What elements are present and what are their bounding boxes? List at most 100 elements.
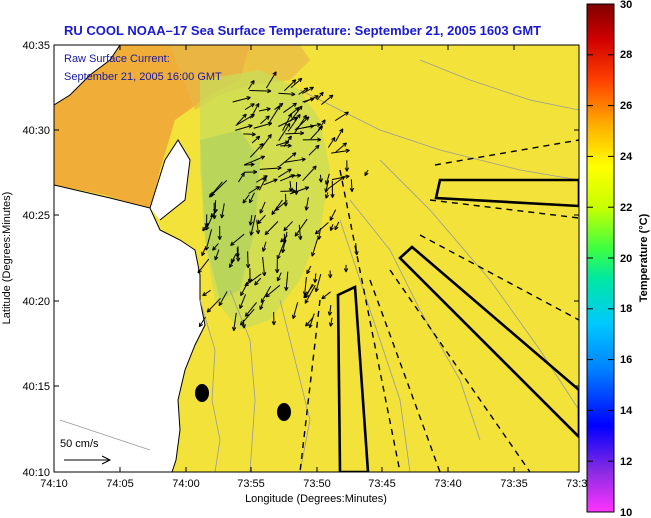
x-axis-label: Longitude (Degrees:Minutes) <box>245 493 387 505</box>
current-arrow <box>248 215 253 226</box>
current-arrow <box>302 86 314 94</box>
current-arrow <box>298 87 309 95</box>
current-arrow <box>206 297 221 313</box>
colorbar-tick-label: 18 <box>620 303 632 315</box>
shipping-lanes <box>299 139 579 472</box>
current-arrow <box>316 91 324 101</box>
current-arrow <box>265 71 277 89</box>
current-arrow <box>331 174 350 181</box>
current-arrow <box>335 128 344 142</box>
current-arrow <box>202 289 211 297</box>
current-arrow <box>329 224 334 231</box>
current-arrow <box>298 224 303 240</box>
y-tick-label: 40:35 <box>22 40 50 52</box>
current-arrow <box>334 221 340 231</box>
current-arrow <box>244 302 257 317</box>
x-tick-labels: 74:10 74:05 74:00 73:55 73:50 73:45 73:4… <box>40 478 587 490</box>
legend-line-2: September 21, 2005 16:00 GMT <box>64 71 222 83</box>
colorbar: 30 28 26 24 22 20 18 16 14 12 10 Tempera… <box>586 0 650 518</box>
current-arrow <box>280 143 292 148</box>
x-tick-label: 73:45 <box>368 478 396 490</box>
colorbar-tick-label: 16 <box>620 354 632 366</box>
current-arrow <box>288 181 293 192</box>
current-arrow <box>242 194 250 204</box>
nj-coast-land <box>54 185 205 472</box>
current-arrow <box>317 119 326 131</box>
current-arrow <box>325 173 330 185</box>
current-arrow <box>248 192 255 204</box>
x-tick-label: 73:35 <box>500 478 528 490</box>
current-arrow <box>254 277 262 286</box>
current-arrow <box>318 174 324 183</box>
current-arrow <box>259 201 266 214</box>
current-arrow <box>232 96 251 103</box>
buoy-marker-1 <box>195 384 209 402</box>
colorbar-tick-label: 10 <box>620 507 632 518</box>
current-arrow <box>262 256 267 277</box>
current-arrow <box>238 172 245 183</box>
x-tick-label: 73:3 <box>566 478 587 490</box>
current-arrow <box>285 131 305 136</box>
colorbar-tick-label: 30 <box>620 0 632 11</box>
current-arrow <box>271 312 277 326</box>
current-arrow <box>204 229 213 251</box>
current-arrow <box>205 215 213 231</box>
current-arrow <box>235 246 241 262</box>
current-arrow <box>308 144 320 156</box>
current-arrow <box>218 291 228 307</box>
current-arrow <box>306 265 312 275</box>
x-tick-label: 74:05 <box>106 478 134 490</box>
buoy-marker-2 <box>277 403 291 421</box>
current-arrow <box>311 237 319 257</box>
current-arrow <box>280 235 288 243</box>
current-arrow <box>278 92 296 97</box>
scale-label: 50 cm/s <box>60 438 99 450</box>
current-arrow <box>197 258 210 274</box>
current-arrow <box>228 258 235 268</box>
current-arrow <box>278 122 291 141</box>
current-arrow <box>264 221 279 236</box>
current-arrow <box>235 113 255 127</box>
current-arrow <box>278 168 292 178</box>
surface-current-vectors <box>197 71 369 332</box>
current-arrow <box>274 102 284 110</box>
current-arrow <box>302 97 315 103</box>
current-arrow <box>331 148 350 154</box>
current-arrow <box>327 305 333 316</box>
y-tick-label: 40:30 <box>22 125 50 137</box>
current-arrow <box>294 218 308 237</box>
current-arrow <box>244 103 255 111</box>
current-arrow <box>289 105 303 122</box>
current-arrow <box>283 79 297 92</box>
current-arrow <box>274 200 288 211</box>
current-arrow <box>284 157 306 163</box>
y-tick-labels: 40:35 40:30 40:25 40:20 40:15 40:10 <box>22 40 50 479</box>
current-arrow <box>243 169 258 175</box>
current-arrow <box>294 182 299 195</box>
current-arrow <box>302 137 322 142</box>
current-arrow <box>343 264 349 273</box>
current-arrow <box>302 165 317 181</box>
current-arrow <box>259 300 264 310</box>
current-arrow <box>249 88 272 94</box>
legend-line-1: Raw Surface Current: <box>64 53 170 65</box>
current-arrow <box>314 222 329 235</box>
current-arrow <box>324 192 330 199</box>
current-arrow <box>303 284 314 299</box>
x-tick-label: 73:50 <box>303 478 331 490</box>
current-arrow <box>198 316 206 328</box>
current-arrow <box>248 186 260 194</box>
channel-outlines <box>336 178 579 472</box>
current-arrow <box>217 225 222 240</box>
map-title: RU COOL NOAA–17 Sea Surface Temperature:… <box>64 23 541 38</box>
current-arrow <box>329 209 337 221</box>
current-arrow <box>308 313 315 329</box>
current-arrow <box>210 209 218 218</box>
current-arrow <box>241 319 246 329</box>
x-tick-label: 73:40 <box>434 478 462 490</box>
current-arrow <box>284 271 289 291</box>
current-arrow <box>328 270 333 279</box>
current-arrow <box>201 248 206 257</box>
current-arrow <box>251 135 261 144</box>
